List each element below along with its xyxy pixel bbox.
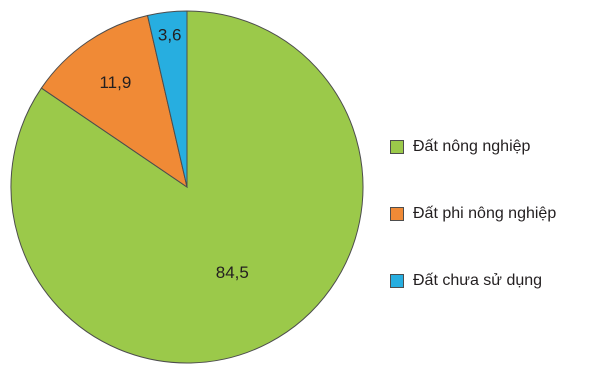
legend-swatch-dat-nong-nghiep bbox=[390, 140, 404, 154]
pie-slice-dat-chua-su-dung bbox=[146, 10, 188, 188]
data-label-dat-chua-su-dung: 3,6 bbox=[158, 25, 182, 44]
pie-slice-dat-phi-nong-nghiep bbox=[40, 14, 188, 189]
legend-label-dat-chua-su-dung: Đất chưa sử dụng bbox=[413, 272, 543, 289]
legend-item-dat-phi-nong-nghiep: Đất phi nông nghiệp bbox=[390, 203, 590, 225]
legend-label-dat-nong-nghiep: Đất nông nghiệp bbox=[413, 138, 531, 155]
data-label-dat-phi-nong-nghiep: 11,9 bbox=[99, 73, 131, 92]
legend-item-dat-chua-su-dung: Đất chưa sử dụng bbox=[390, 270, 590, 292]
legend-item-dat-nong-nghiep: Đất nông nghiệp bbox=[390, 136, 590, 158]
legend-swatch-dat-chua-su-dung bbox=[390, 274, 404, 288]
legend-label-dat-phi-nong-nghiep: Đất phi nông nghiệp bbox=[413, 205, 557, 222]
legend: Đất nông nghiệp Đất phi nông nghiệp Đất … bbox=[390, 136, 590, 292]
legend-swatch-dat-phi-nong-nghiep bbox=[390, 207, 404, 221]
data-label-dat-nong-nghiep: 84,5 bbox=[216, 263, 249, 282]
